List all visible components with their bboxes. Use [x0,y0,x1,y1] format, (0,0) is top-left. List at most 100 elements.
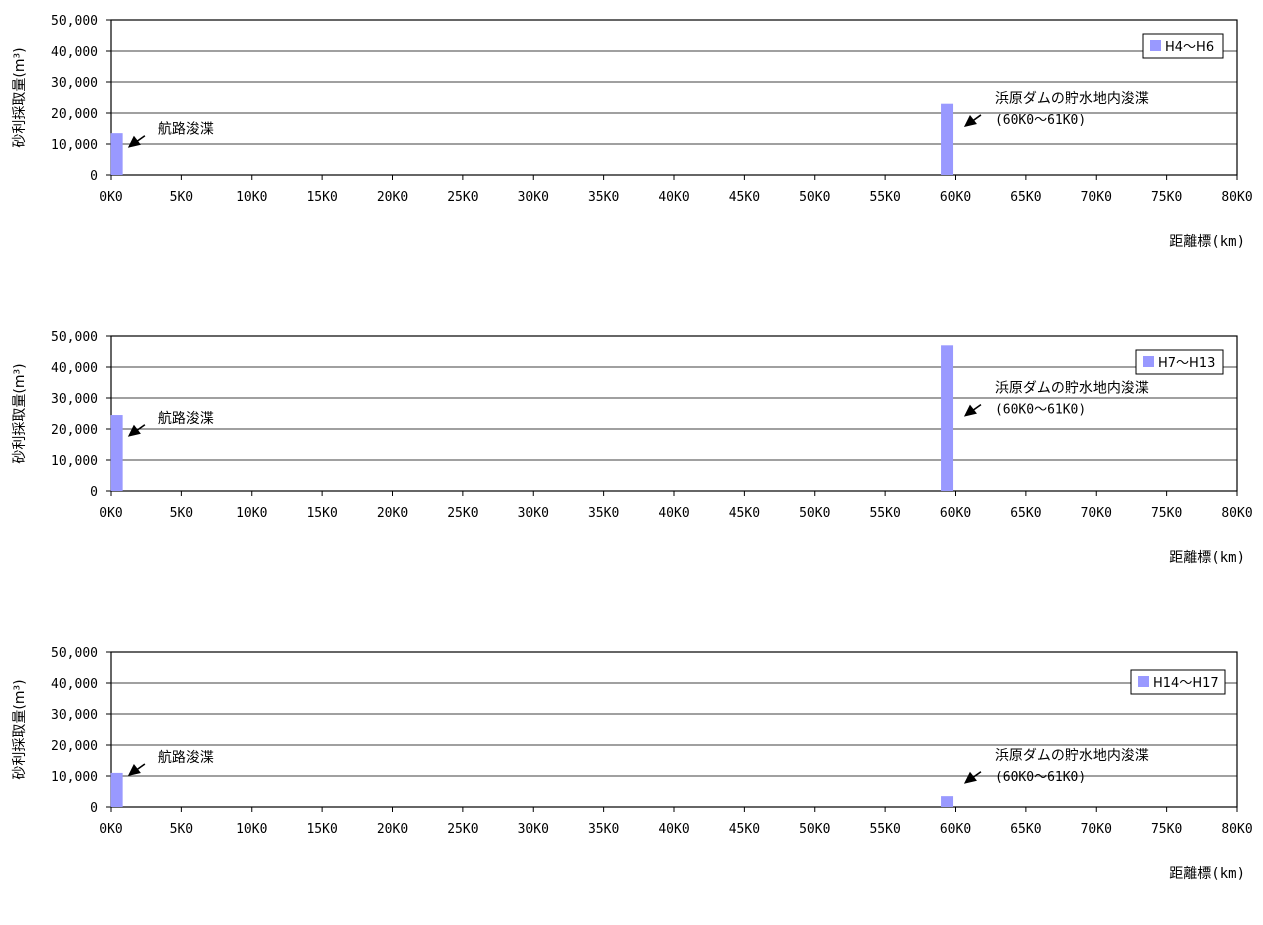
x-tick-label: 55K0 [869,190,900,205]
x-tick-label: 55K0 [869,822,900,837]
x-tick-label: 60K0 [940,822,971,837]
y-tick-label: 0 [90,169,98,184]
annotation-arrowhead [127,764,141,776]
bar [941,796,954,807]
x-tick-label: 5K0 [170,190,193,205]
x-tick-label: 75K0 [1151,822,1182,837]
annotation-label: 航路浚渫 [158,411,214,427]
x-tick-label: 60K0 [940,190,971,205]
x-tick-label: 35K0 [588,190,619,205]
x-tick-label: 10K0 [236,190,267,205]
legend-label: H7～H13 [1158,356,1215,371]
x-tick-label: 30K0 [518,822,549,837]
y-tick-label: 50,000 [51,330,98,345]
x-tick-label: 0K0 [99,190,122,205]
y-tick-label: 50,000 [51,14,98,29]
x-tick-label: 10K0 [236,822,267,837]
y-tick-label: 40,000 [51,45,98,60]
annotation-arrowhead [963,404,977,417]
annotation-arrowhead [963,114,977,127]
y-tick-label: 30,000 [51,76,98,91]
annotation-label: 航路浚渫 [158,122,214,138]
x-tick-label: 45K0 [729,822,760,837]
bar [110,415,123,491]
x-tick-label: 10K0 [236,506,267,521]
annotation-label: 浜原ダムの貯水地内浚渫 [995,91,1149,107]
x-tick-label: 5K0 [170,822,193,837]
y-tick-label: 40,000 [51,677,98,692]
annotation-label: 浜原ダムの貯水地内浚渫 [995,748,1149,764]
annotation-label: 航路浚渫 [158,750,214,766]
x-tick-label: 40K0 [658,506,689,521]
x-tick-label: 50K0 [799,822,830,837]
x-tick-label: 65K0 [1010,506,1041,521]
y-tick-label: 30,000 [51,708,98,723]
plot-area [110,335,1238,492]
bar [110,772,123,807]
x-axis-label: 距離標(km) [1169,549,1245,566]
chart-panel-2: 0 10,000 20,000 30,000 40,000 50,000 0K0 5K0 10K… [12,330,1253,566]
x-tick-label: 75K0 [1151,506,1182,521]
x-tick-label: 60K0 [940,506,971,521]
x-tick-label: 40K0 [658,822,689,837]
y-axis-label: 砂利採取量(m³) [12,363,28,463]
y-tick-label: 10,000 [51,138,98,153]
y-tick-label: 10,000 [51,770,98,785]
x-tick-label: 80K0 [1221,506,1252,521]
legend-swatch [1143,356,1154,367]
x-tick-label: 35K0 [588,506,619,521]
bar [941,345,954,491]
y-tick-label: 10,000 [51,454,98,469]
annotation-sublabel: (60K0～61K0) [995,403,1086,418]
x-tick-label: 70K0 [1081,506,1112,521]
y-axis-label: 砂利採取量(m³) [12,679,28,779]
x-tick-label: 5K0 [170,506,193,521]
y-tick-label: 0 [90,485,98,500]
x-tick-label: 25K0 [447,822,478,837]
legend-box [1130,669,1226,695]
x-tick-label: 65K0 [1010,822,1041,837]
y-tick-label: 20,000 [51,739,98,754]
annotation-arrowhead [127,135,141,148]
x-tick-label: 0K0 [99,822,122,837]
legend-label: H4～H6 [1165,40,1214,55]
chart-panel-1: 0 10,000 20,000 30,000 40,000 50,000 0K0 5K0 10K… [12,14,1253,250]
chart-panel-3: 0 10,000 20,000 30,000 40,000 50,000 0K0 5K0 10K… [12,646,1253,882]
x-tick-label: 70K0 [1081,822,1112,837]
x-tick-label: 65K0 [1010,190,1041,205]
x-axis-label: 距離標(km) [1169,233,1245,250]
plot-area [110,19,1238,176]
y-tick-label: 50,000 [51,646,98,661]
y-tick-label: 20,000 [51,423,98,438]
x-tick-label: 45K0 [729,506,760,521]
x-tick-label: 15K0 [306,190,337,205]
x-tick-label: 55K0 [869,506,900,521]
y-tick-label: 20,000 [51,107,98,122]
annotation-label: 浜原ダムの貯水地内浚渫 [995,381,1149,397]
bar [941,103,954,175]
x-tick-label: 25K0 [447,506,478,521]
x-tick-label: 20K0 [377,190,408,205]
x-tick-label: 75K0 [1151,190,1182,205]
x-tick-label: 25K0 [447,190,478,205]
x-tick-label: 40K0 [658,190,689,205]
legend-swatch [1138,676,1149,687]
x-axis-label: 距離標(km) [1169,865,1245,882]
x-tick-label: 70K0 [1081,190,1112,205]
x-tick-label: 20K0 [377,822,408,837]
x-tick-label: 80K0 [1221,190,1252,205]
legend-label: H14～H17 [1153,676,1219,691]
x-tick-label: 20K0 [377,506,408,521]
y-tick-label: 30,000 [51,392,98,407]
y-tick-label: 0 [90,801,98,816]
x-tick-label: 15K0 [306,822,337,837]
annotation-arrowhead [127,424,141,437]
x-tick-label: 50K0 [799,506,830,521]
legend-swatch [1150,40,1161,51]
x-tick-label: 35K0 [588,822,619,837]
x-tick-label: 80K0 [1221,822,1252,837]
x-tick-label: 30K0 [518,506,549,521]
x-tick-label: 45K0 [729,190,760,205]
y-tick-label: 40,000 [51,361,98,376]
